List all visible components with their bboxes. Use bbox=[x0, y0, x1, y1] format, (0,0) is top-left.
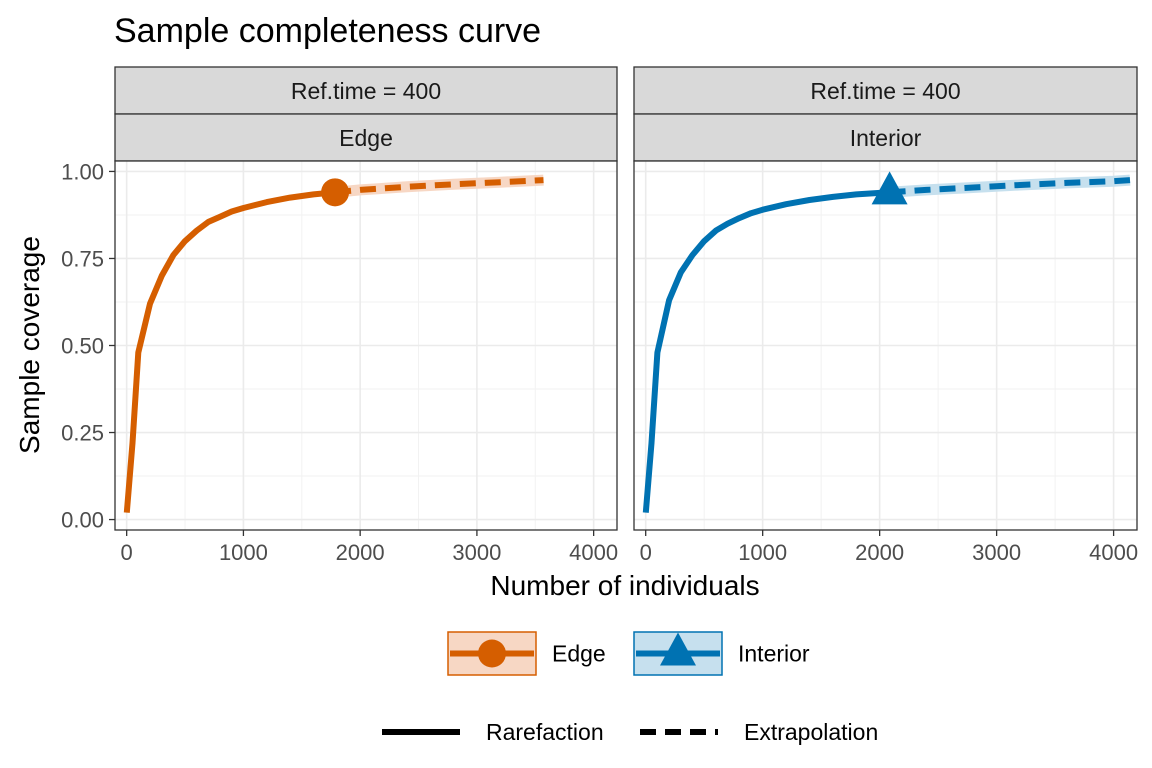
strip-top-label: Ref.time = 400 bbox=[291, 78, 441, 104]
x-tick-label: 0 bbox=[640, 540, 652, 565]
legend-key-marker bbox=[478, 639, 506, 668]
legend: Edge Interior Rarefaction Extrapolation bbox=[382, 631, 878, 745]
rarefaction-line bbox=[642, 189, 890, 513]
x-tick-label: 3000 bbox=[972, 540, 1021, 565]
legend-item-edge: Edge bbox=[447, 631, 606, 676]
strip-top bbox=[633, 66, 1138, 115]
x-tick-label: 2000 bbox=[855, 540, 904, 565]
x-tick-label: 4000 bbox=[1089, 540, 1138, 565]
x-tick-label: 1000 bbox=[738, 540, 787, 565]
panels: Ref.time = 400 Edge 0 1000 2000 3000 4000 0.00 0… bbox=[61, 66, 1138, 565]
legend-item-interior: Interior bbox=[633, 631, 810, 676]
legend-item-rarefaction: Rarefaction bbox=[382, 719, 604, 745]
y-tick-label: 0.50 bbox=[61, 334, 104, 359]
y-tick-label: 0.00 bbox=[61, 508, 104, 533]
strip-bottom-label: Edge bbox=[339, 125, 393, 151]
x-axis-title: Number of individuals bbox=[490, 570, 759, 601]
extrapolation-line bbox=[889, 177, 1131, 196]
panel-border bbox=[633, 160, 1138, 531]
extrapolation-ribbon bbox=[334, 174, 544, 198]
strip-bottom bbox=[114, 113, 618, 162]
panel-edge: Ref.time = 400 Edge 0 1000 2000 3000 4000 0.00 0… bbox=[61, 66, 618, 565]
y-tick-label: 0.25 bbox=[61, 421, 104, 446]
legend-label: Extrapolation bbox=[744, 719, 878, 745]
chart-title: Sample completeness curve bbox=[114, 12, 541, 50]
legend-key-marker bbox=[660, 632, 696, 666]
reference-point bbox=[321, 178, 350, 207]
reference-point bbox=[871, 171, 908, 205]
x-tick-label: 0 bbox=[121, 540, 133, 565]
y-axis-title: Sample coverage bbox=[14, 236, 45, 454]
x-tick-label: 4000 bbox=[569, 540, 618, 565]
legend-label: Rarefaction bbox=[486, 719, 604, 745]
rarefaction-line bbox=[123, 189, 336, 513]
legend-label: Interior bbox=[738, 641, 810, 667]
y-tick-label: 1.00 bbox=[61, 159, 104, 184]
x-tick-label: 1000 bbox=[219, 540, 268, 565]
x-tick-label: 2000 bbox=[336, 540, 385, 565]
strip-top bbox=[114, 66, 618, 115]
legend-item-extrapolation: Extrapolation bbox=[640, 719, 878, 745]
strip-bottom-label: Interior bbox=[850, 125, 922, 151]
strip-top-label: Ref.time = 400 bbox=[810, 78, 960, 104]
y-tick-label: 0.75 bbox=[61, 246, 104, 271]
panel-interior: Ref.time = 400 Interior 0 1000 2000 3000 4000 bbox=[633, 66, 1138, 565]
strip-bottom bbox=[633, 113, 1138, 162]
x-tick-label: 3000 bbox=[452, 540, 501, 565]
legend-label: Edge bbox=[552, 641, 606, 667]
